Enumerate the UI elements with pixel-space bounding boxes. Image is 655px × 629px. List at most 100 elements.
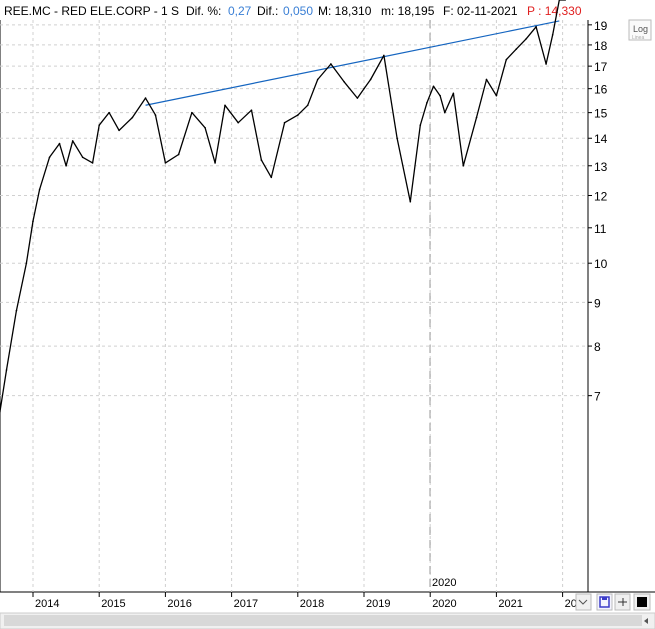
year-tick-label: 20 [565, 598, 577, 610]
year-tick-label: 2018 [300, 598, 324, 610]
price-point [426, 102, 428, 104]
price-point [58, 142, 61, 145]
price-point [71, 140, 74, 142]
price-point [177, 153, 180, 156]
price-point [369, 78, 372, 81]
price-tick-label: 8 [594, 340, 601, 354]
header-ticker: REE.MC - RED ELE.CORP - [4, 4, 158, 18]
black-square-icon [637, 597, 647, 607]
price-point [462, 164, 465, 167]
price-point [535, 25, 537, 28]
price-point [214, 162, 216, 164]
gridlines [0, 20, 588, 592]
price-point [297, 114, 299, 116]
price-points [0, 25, 554, 413]
price-point [65, 164, 67, 167]
floppy-disk-shutter-icon [602, 597, 607, 600]
price-point [545, 63, 547, 65]
price-point [25, 262, 28, 265]
price-point [439, 94, 441, 97]
header-max: M: 18,310 [318, 4, 372, 18]
price-point [475, 116, 478, 119]
price-point [505, 58, 508, 61]
price-tick-label: 17 [594, 60, 608, 74]
price-point [316, 78, 319, 81]
price-point [306, 104, 309, 107]
price-point [250, 109, 253, 111]
header-bar [0, 0, 655, 20]
save-button[interactable] [596, 593, 613, 611]
price-point [452, 92, 455, 95]
price-point [356, 97, 359, 99]
price-point [5, 369, 8, 371]
price-point [38, 188, 41, 191]
price-tick-label: 18 [594, 39, 608, 53]
price-point [91, 162, 94, 164]
price-point [515, 48, 518, 50]
price-point [191, 111, 193, 114]
scroll-down-frame [575, 593, 592, 611]
header-period: 1 S [161, 4, 179, 18]
year-tick-label: 2015 [101, 598, 125, 610]
price-tick-label: 12 [594, 189, 608, 203]
price-point [0, 411, 1, 413]
log-button-sublabel: Linea [632, 35, 644, 41]
scrollbar-thumb[interactable] [4, 615, 642, 626]
price-point [270, 176, 273, 179]
price-tick-label: 10 [594, 257, 608, 271]
price-axis: 7 8 9 10 11 12 13 14 15 16 17 18 19 [588, 19, 608, 404]
pin-button[interactable] [614, 593, 631, 611]
price-point [48, 156, 51, 159]
year-tick-label: 2021 [498, 598, 522, 610]
price-point [343, 80, 345, 83]
header-dif-pct-value: 0,27 [228, 4, 252, 18]
price-point [432, 85, 435, 88]
price-point [32, 220, 34, 222]
price-point [118, 129, 120, 132]
time-axis: 2014 2015 2016 2017 2018 2019 2020 2021 20 [32, 592, 577, 610]
year-tick-label: 2014 [35, 598, 59, 610]
log-button-frame [628, 19, 652, 41]
price-point [237, 121, 240, 124]
price-tick-label: 11 [594, 222, 607, 236]
year-marker-label: 2020 [432, 577, 456, 589]
horizontal-scrollbar[interactable] [0, 612, 655, 629]
price-point [260, 159, 263, 161]
scroll-down-button[interactable] [575, 593, 592, 611]
price-point [551, 33, 554, 36]
price-tick-label: 9 [594, 296, 601, 310]
log-scale-button[interactable]: Log Linea [628, 19, 652, 41]
header-dif-pct-label: Dif. %: [186, 4, 221, 18]
year-tick-label: 2020 [432, 598, 456, 610]
price-point [443, 111, 446, 114]
trendline[interactable] [145, 20, 560, 106]
scroll-right-arrow-icon[interactable] [644, 618, 648, 624]
price-point [525, 37, 527, 40]
price-tick-label: 15 [594, 107, 608, 121]
price-point [144, 97, 147, 99]
price-point [485, 78, 488, 81]
price-point [224, 104, 226, 107]
chevron-down-icon [578, 599, 588, 605]
price-tick-label: 7 [594, 390, 601, 404]
price-point [81, 156, 84, 159]
log-button-label: Log [633, 24, 648, 34]
price-point [164, 162, 167, 164]
price-point [131, 116, 134, 119]
price-point [495, 94, 498, 97]
price-point [330, 63, 332, 65]
year-tick-label: 2019 [366, 598, 390, 610]
price-tick-label: 14 [594, 132, 608, 146]
price-point [15, 309, 18, 312]
price-series-line [0, 0, 566, 413]
header-dif-label: Dif.: [257, 4, 278, 18]
header-p-value: P : 14,330 [527, 4, 582, 18]
color-button[interactable] [633, 593, 651, 611]
price-point [283, 121, 286, 124]
price-point [409, 200, 412, 203]
price-point [383, 54, 385, 57]
price-point [204, 126, 206, 129]
price-tick-label: 13 [594, 160, 608, 174]
price-point [419, 124, 422, 127]
